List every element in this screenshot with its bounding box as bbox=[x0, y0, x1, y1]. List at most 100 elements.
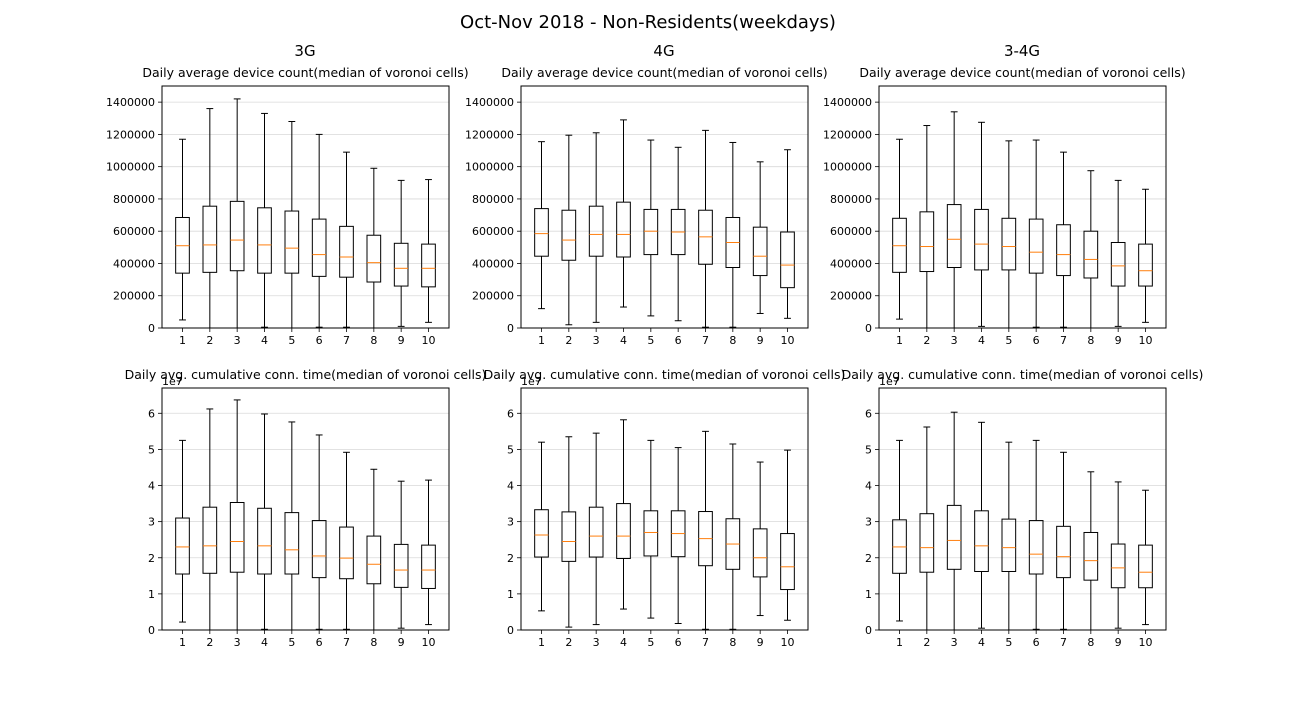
y-tick-label: 1 bbox=[865, 588, 872, 601]
y-tick-label: 1400000 bbox=[465, 96, 514, 109]
x-tick-label: 3 bbox=[951, 636, 958, 649]
x-tick-label: 3 bbox=[593, 334, 600, 347]
box bbox=[393, 543, 409, 588]
box bbox=[311, 520, 327, 579]
x-tick-label: 3 bbox=[951, 334, 958, 347]
x-tick-label: 9 bbox=[1115, 334, 1122, 347]
x-tick-label: 1 bbox=[538, 334, 545, 347]
y-tick-label: 400000 bbox=[472, 257, 514, 270]
x-tick-label: 3 bbox=[234, 334, 241, 347]
x-tick-label: 8 bbox=[1087, 334, 1094, 347]
y-tick-label: 5 bbox=[865, 443, 872, 456]
subplot-title: Daily average device count(median of vor… bbox=[501, 65, 827, 80]
box bbox=[339, 225, 354, 278]
box bbox=[1138, 544, 1153, 589]
x-tick-label: 7 bbox=[1060, 636, 1067, 649]
y-tick-label: 400000 bbox=[830, 257, 872, 270]
y-tick-label: 0 bbox=[865, 624, 872, 637]
x-tick-label: 4 bbox=[620, 636, 627, 649]
y-tick-label: 6 bbox=[865, 407, 872, 420]
x-tick-label: 4 bbox=[978, 636, 985, 649]
box bbox=[946, 204, 962, 268]
y-tick-label: 0 bbox=[148, 322, 155, 335]
y-tick-label: 0 bbox=[148, 624, 155, 637]
y-tick-label: 600000 bbox=[113, 225, 155, 238]
box bbox=[588, 506, 604, 558]
box bbox=[919, 513, 935, 573]
box bbox=[229, 200, 245, 272]
x-tick-label: 9 bbox=[398, 334, 405, 347]
column-title-3-4g: 3-4G bbox=[1004, 42, 1040, 60]
subplot-title: Daily avg. cumulative conn. time(median … bbox=[842, 367, 1204, 382]
y-tick-label: 3 bbox=[865, 516, 872, 529]
y-tick-label: 2 bbox=[148, 552, 155, 565]
x-tick-label: 8 bbox=[1087, 636, 1094, 649]
y-tick-label: 800000 bbox=[472, 193, 514, 206]
y-tick-label: 600000 bbox=[830, 225, 872, 238]
subplot-conn-time-4g: Daily avg. cumulative conn. time(median … bbox=[484, 367, 846, 649]
y-tick-label: 1200000 bbox=[823, 128, 872, 141]
box bbox=[643, 208, 659, 256]
box bbox=[175, 517, 190, 575]
box bbox=[561, 209, 577, 261]
subplot-conn-time-3-4g: Daily avg. cumulative conn. time(median … bbox=[842, 367, 1204, 649]
x-tick-label: 4 bbox=[978, 334, 985, 347]
y-tick-label: 1000000 bbox=[465, 161, 514, 174]
x-tick-label: 4 bbox=[261, 334, 268, 347]
box bbox=[561, 511, 577, 562]
x-tick-label: 1 bbox=[896, 636, 903, 649]
y-tick-label: 6 bbox=[507, 407, 514, 420]
x-tick-label: 10 bbox=[1139, 636, 1153, 649]
x-tick-label: 10 bbox=[781, 334, 795, 347]
box bbox=[752, 226, 768, 277]
box bbox=[311, 218, 327, 277]
x-tick-label: 3 bbox=[234, 636, 241, 649]
x-tick-label: 2 bbox=[206, 334, 213, 347]
box bbox=[752, 528, 768, 578]
subplot-conn-time-3g: Daily avg. cumulative conn. time(median … bbox=[125, 367, 487, 649]
x-tick-label: 2 bbox=[206, 636, 213, 649]
box bbox=[946, 504, 962, 570]
y-tick-label: 1200000 bbox=[106, 128, 155, 141]
box bbox=[1028, 218, 1044, 274]
x-tick-label: 8 bbox=[729, 334, 736, 347]
x-tick-label: 1 bbox=[179, 334, 186, 347]
box bbox=[202, 205, 218, 273]
plot-frame bbox=[520, 85, 809, 329]
y-tick-label: 1000000 bbox=[823, 161, 872, 174]
x-tick-label: 5 bbox=[1005, 334, 1012, 347]
y-tick-label: 4 bbox=[865, 480, 872, 493]
y-tick-label: 0 bbox=[507, 322, 514, 335]
box bbox=[284, 210, 300, 274]
box bbox=[393, 242, 409, 287]
y-tick-label: 600000 bbox=[472, 225, 514, 238]
box bbox=[257, 207, 272, 274]
y-tick-label: 5 bbox=[507, 443, 514, 456]
box bbox=[974, 208, 989, 271]
box bbox=[1001, 518, 1017, 572]
x-tick-label: 10 bbox=[781, 636, 795, 649]
box bbox=[1138, 243, 1153, 287]
box bbox=[919, 211, 935, 273]
y-tick-label: 0 bbox=[865, 322, 872, 335]
box bbox=[1083, 531, 1099, 581]
y-tick-label: 200000 bbox=[472, 290, 514, 303]
y-tick-label: 3 bbox=[507, 516, 514, 529]
x-tick-label: 5 bbox=[1005, 636, 1012, 649]
subplot-device-count-3-4g: Daily average device count(median of vor… bbox=[823, 65, 1186, 347]
y-offset-label: 1e7 bbox=[879, 375, 900, 388]
x-tick-label: 6 bbox=[316, 636, 323, 649]
x-tick-label: 1 bbox=[896, 334, 903, 347]
box bbox=[284, 512, 300, 575]
box bbox=[257, 507, 272, 575]
plot-frame bbox=[878, 85, 1167, 329]
subplot-title: Daily average device count(median of vor… bbox=[859, 65, 1185, 80]
x-tick-label: 9 bbox=[398, 636, 405, 649]
box bbox=[974, 510, 989, 572]
box bbox=[366, 234, 382, 283]
x-tick-label: 7 bbox=[702, 636, 709, 649]
box bbox=[339, 526, 354, 580]
x-tick-label: 2 bbox=[565, 636, 572, 649]
column-title-3g: 3G bbox=[294, 42, 315, 60]
